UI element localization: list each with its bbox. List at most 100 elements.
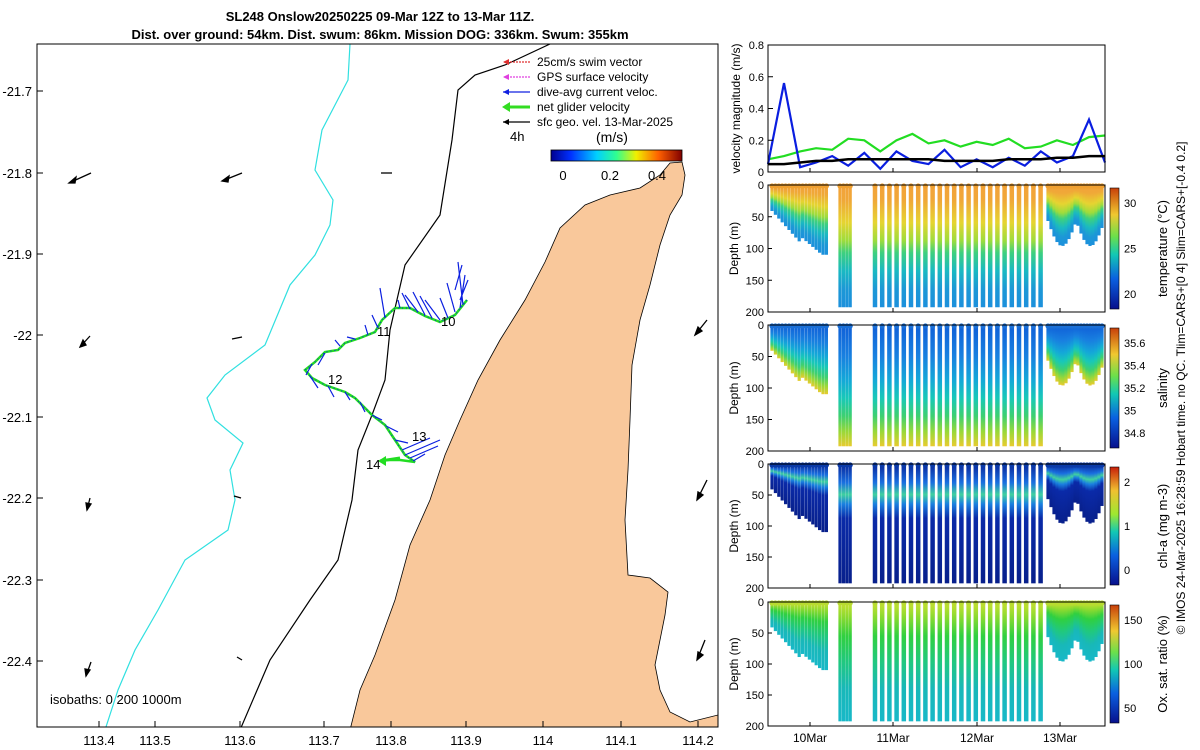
profile-surface-dot — [915, 462, 921, 468]
profile-column — [1031, 465, 1036, 584]
profile-surface-dot — [908, 462, 914, 468]
profile-surface-dot — [823, 462, 830, 468]
profile-column — [995, 465, 1000, 584]
profile-column — [811, 465, 815, 525]
isobath-1000m — [105, 44, 351, 727]
profile-surface-dot — [886, 600, 893, 606]
profile-column — [915, 326, 921, 447]
map-xtick: 114.2 — [682, 733, 714, 748]
profile-column — [1023, 326, 1029, 447]
profile-surface-dot — [915, 323, 921, 329]
profile-surface-dot — [922, 462, 929, 468]
profile-column — [1082, 603, 1086, 656]
profile-ytick: 100 — [746, 659, 764, 671]
profile-column — [894, 465, 899, 584]
profile-surface-dot — [847, 323, 853, 329]
profile-column — [1009, 326, 1015, 447]
profile-column — [951, 326, 957, 447]
profile-surface-dot — [1030, 183, 1036, 189]
map-xtick: 114 — [533, 733, 554, 748]
profile-column — [845, 465, 849, 584]
profile-column — [773, 326, 777, 355]
profile-column — [790, 186, 794, 234]
profile-surface-dot — [894, 462, 900, 468]
profile-ytick: 200 — [746, 446, 764, 458]
profile-surface-dot — [922, 183, 929, 189]
profile-column — [915, 603, 921, 722]
profile-surface-dot — [1002, 183, 1008, 189]
profile-column — [814, 603, 818, 666]
profile-column — [794, 603, 798, 654]
profile-surface-dot — [1099, 600, 1105, 606]
profile-column — [872, 186, 878, 308]
dive-avg-current-vectors — [305, 261, 469, 462]
profile-surface-dot — [847, 462, 853, 468]
profile-column — [1070, 186, 1074, 233]
profile-column — [787, 465, 791, 508]
profile-surface-dot — [901, 183, 907, 189]
profile-column — [801, 465, 805, 516]
profile-surface-dot — [879, 183, 885, 189]
profile-column — [841, 326, 845, 447]
profile-column — [937, 465, 943, 584]
profile-surface-dot — [987, 600, 993, 606]
profile-column — [777, 326, 781, 359]
profile-column — [848, 186, 852, 308]
profile-surface-dot — [980, 183, 986, 189]
profile-column — [784, 186, 788, 227]
velocity-series-dive-avg-current-veloc- — [766, 82, 1107, 171]
profile-surface-dot — [973, 183, 979, 189]
profile-column — [1079, 326, 1083, 374]
profile-surface-dot — [1030, 600, 1036, 606]
map-colorbar — [550, 149, 683, 162]
profile-column — [1073, 465, 1077, 503]
profile-column — [1070, 603, 1074, 649]
profile-column — [838, 603, 842, 722]
profile-column — [794, 465, 798, 516]
profile-surface-dot — [980, 600, 986, 606]
colorbar-tick: 1 — [1124, 521, 1130, 533]
profile-column — [1094, 326, 1098, 381]
profile-column — [848, 326, 852, 447]
profile-surface-dot — [823, 323, 830, 329]
profile-column — [780, 465, 784, 501]
profile-column — [944, 326, 950, 447]
profile-surface-dot — [973, 462, 979, 468]
velocity-ytick: 0 — [758, 167, 764, 179]
profile-column — [951, 186, 957, 308]
profile-column — [1097, 326, 1101, 376]
profile-column — [959, 186, 964, 308]
profile-column — [1016, 603, 1022, 722]
colorbar-tick: 30 — [1124, 198, 1136, 210]
profile-ytick: 150 — [746, 690, 764, 702]
profile-column — [1052, 186, 1056, 237]
profile-column — [894, 186, 899, 308]
profile-surface-dot — [966, 600, 972, 606]
profile-surface-dot — [958, 462, 965, 468]
profile-column — [1064, 186, 1068, 244]
profile-column — [1031, 326, 1036, 447]
profile-surface-dot — [879, 600, 885, 606]
profile-column — [770, 186, 774, 211]
legend-swim-vector: 25cm/s swim vector — [537, 55, 642, 69]
profile-surface-dot — [1009, 600, 1015, 606]
profile-column — [804, 603, 808, 657]
profile-column — [1067, 186, 1071, 240]
profile-column — [966, 186, 971, 308]
profile-column — [1097, 465, 1101, 514]
map-ytick: -22.4 — [2, 654, 32, 669]
profile-column — [1038, 603, 1043, 722]
glider-track — [303, 299, 468, 464]
map-xtick: 113.9 — [450, 733, 482, 748]
profile-column — [1088, 186, 1092, 246]
profile-surface-dot — [908, 323, 914, 329]
profile-surface-dot — [930, 183, 936, 189]
legend-gps-velocity: GPS surface velocity — [537, 70, 648, 84]
profile-column — [879, 603, 885, 722]
footer-credit: © IMOS 24-Mar-2025 16:28:59 Hobart time.… — [1174, 142, 1188, 635]
legend-dive-avg: dive-avg current veloc. — [537, 85, 658, 99]
profile-column — [1073, 326, 1077, 365]
profile-column — [787, 326, 791, 370]
profile-column — [1058, 186, 1062, 246]
profile-column — [814, 465, 818, 528]
